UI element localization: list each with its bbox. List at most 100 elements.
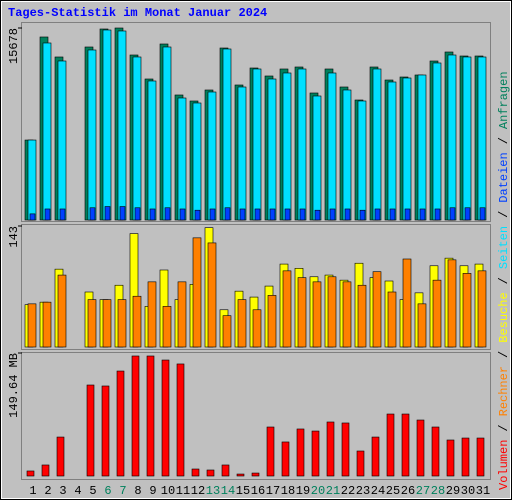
bar — [252, 309, 262, 348]
x-tick-label: 23 — [356, 484, 370, 498]
x-tick-label: 27 — [416, 484, 430, 498]
bar — [446, 439, 455, 477]
bar — [42, 301, 52, 348]
bar — [237, 299, 247, 348]
x-tick-label: 6 — [104, 484, 111, 498]
bar — [116, 370, 125, 477]
legend-entry: Volumen — [497, 440, 511, 490]
bar — [359, 209, 366, 221]
bar — [402, 258, 412, 348]
y-tick-label: 143 — [7, 226, 21, 248]
bar — [102, 299, 112, 348]
bar — [417, 74, 427, 221]
bar — [149, 208, 156, 221]
bar — [479, 207, 486, 221]
bar — [447, 54, 457, 221]
legend-separator: / — [497, 424, 511, 431]
bar — [179, 208, 186, 221]
x-tick-label: 2 — [44, 484, 51, 498]
bar — [462, 273, 472, 348]
legend-entry: Dateien — [497, 152, 511, 202]
bar — [431, 426, 440, 477]
x-tick-label: 8 — [134, 484, 141, 498]
bar — [87, 299, 97, 348]
legend-separator: / — [497, 277, 511, 284]
legend-entry: Besuche — [497, 292, 511, 342]
x-tick-label: 7 — [119, 484, 126, 498]
bar — [89, 207, 96, 221]
bar — [224, 207, 231, 221]
bar — [387, 81, 397, 221]
bar — [282, 270, 292, 348]
x-tick-label: 13 — [206, 484, 220, 498]
bar — [132, 56, 142, 221]
x-tick-label: 28 — [431, 484, 445, 498]
x-tick-label: 31 — [476, 484, 490, 498]
legend-separator: / — [497, 211, 511, 218]
bar — [191, 468, 200, 477]
bar — [447, 259, 457, 348]
bar — [449, 207, 456, 221]
x-tick-label: 21 — [326, 484, 340, 498]
x-tick-label: 9 — [149, 484, 156, 498]
bar — [131, 355, 140, 477]
bar — [239, 208, 246, 221]
bar — [432, 279, 442, 348]
bar — [254, 208, 261, 221]
bar — [344, 208, 351, 221]
x-tick-label: 20 — [311, 484, 325, 498]
x-tick-label: 11 — [176, 484, 190, 498]
bar — [297, 277, 307, 348]
bar — [329, 208, 336, 221]
bar — [42, 42, 52, 221]
bar — [252, 68, 262, 221]
bar — [56, 436, 65, 477]
bar — [434, 208, 441, 221]
bar — [311, 430, 320, 477]
bar — [119, 206, 126, 221]
bar — [87, 49, 97, 221]
legend-separator: / — [497, 137, 511, 144]
bar — [86, 384, 95, 477]
bar — [117, 299, 127, 348]
x-tick-label: 19 — [296, 484, 310, 498]
y-tick-label: 149.64 MB — [7, 353, 21, 418]
x-tick-label: 25 — [386, 484, 400, 498]
bar — [102, 29, 112, 221]
bar — [132, 295, 142, 348]
bar — [251, 472, 260, 477]
bar — [327, 276, 337, 348]
legend: Volumen / Rechner / Besuche / Seiten / Dateien / A… — [497, 71, 511, 490]
chart-title: Tages-Statistik im Monat Januar 2024 — [8, 6, 267, 20]
bar — [464, 207, 471, 221]
bar — [462, 56, 472, 221]
x-tick-label: 1 — [29, 484, 36, 498]
bar — [357, 100, 367, 221]
bar — [207, 242, 217, 348]
bar — [27, 303, 37, 348]
bar — [207, 91, 217, 221]
bar — [162, 306, 172, 348]
bar — [266, 426, 275, 477]
bar — [314, 209, 321, 221]
legend-entry: Seiten — [497, 226, 511, 269]
bar — [104, 206, 111, 221]
bar — [222, 315, 232, 348]
bar — [416, 419, 425, 477]
bar — [161, 359, 170, 477]
x-tick-label: 10 — [161, 484, 175, 498]
bar — [296, 428, 305, 477]
bar — [297, 68, 307, 221]
bar — [342, 89, 352, 221]
bar — [27, 139, 37, 221]
x-tick-label: 14 — [221, 484, 235, 498]
bar — [312, 281, 322, 348]
bar — [147, 281, 157, 348]
bar — [357, 284, 367, 348]
x-tick-label: 15 — [236, 484, 250, 498]
bar — [341, 422, 350, 477]
bar — [389, 208, 396, 221]
bar — [417, 303, 427, 348]
